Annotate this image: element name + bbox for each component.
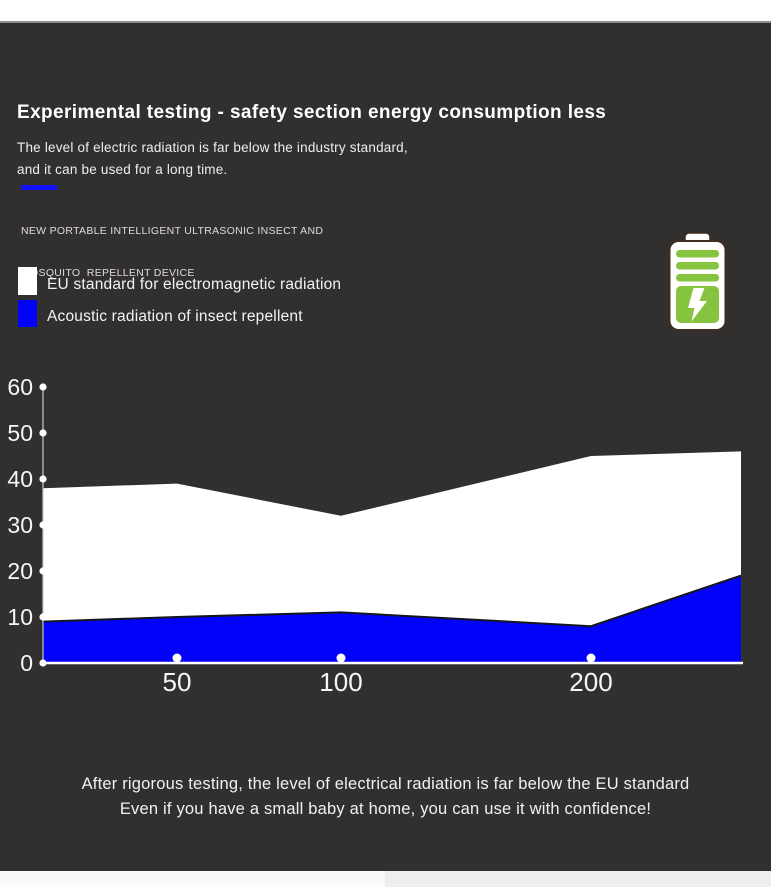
x-tick-dot bbox=[586, 653, 596, 663]
x-axis-label: 100 bbox=[319, 667, 362, 697]
bottom-strip-right bbox=[385, 871, 771, 887]
footer-line-2: Even if you have a small baby at home, y… bbox=[119, 800, 652, 818]
battery-icon bbox=[668, 232, 727, 331]
bottom-strip-left bbox=[0, 871, 385, 887]
legend-label-eu: EU standard for electromagnetic radiatio… bbox=[47, 276, 342, 293]
x-tick-dot bbox=[336, 653, 346, 663]
battery-stripe bbox=[676, 262, 719, 270]
radiation-area-chart: 0 10 20 30 40 50 60 50 100 200 bbox=[7, 374, 743, 697]
legend-swatch-eu bbox=[18, 267, 37, 295]
y-tick-dot bbox=[39, 429, 47, 437]
tagline-line-1: NEW PORTABLE INTELLIGENT ULTRASONIC INSE… bbox=[21, 225, 324, 237]
area-series-1 bbox=[43, 575, 741, 663]
legend-swatch-acoustic-rect bbox=[18, 300, 37, 327]
y-axis-label: 0 bbox=[20, 650, 33, 676]
y-tick-dot bbox=[39, 521, 47, 529]
y-tick-dot bbox=[39, 567, 47, 575]
lightning-bolt-icon bbox=[688, 288, 707, 322]
y-axis-label: 20 bbox=[7, 558, 33, 584]
accent-dash-rect bbox=[21, 185, 57, 190]
y-axis-label: 40 bbox=[7, 466, 33, 492]
subtitle-line-1: The level of electric radiation is far b… bbox=[17, 140, 408, 155]
page-title: Experimental testing - safety section en… bbox=[17, 102, 607, 123]
y-axis-label: 60 bbox=[7, 374, 33, 400]
area-series-0 bbox=[43, 451, 741, 663]
battery-stripe bbox=[676, 274, 719, 282]
y-tick-dot bbox=[39, 475, 47, 483]
legend-swatch-acoustic bbox=[18, 300, 37, 327]
subtitle: The level of electric radiation is far b… bbox=[17, 137, 408, 181]
top-white-strip bbox=[0, 0, 771, 23]
y-axis-label: 10 bbox=[7, 604, 33, 630]
accent-dash bbox=[21, 185, 57, 190]
area-series-1-stroke bbox=[42, 574, 742, 628]
y-axis-label: 30 bbox=[7, 512, 33, 538]
footer-line-1: After rigorous testing, the level of ele… bbox=[81, 775, 690, 793]
x-axis-label: 50 bbox=[163, 667, 192, 697]
y-tick-dot bbox=[39, 613, 47, 621]
y-tick-dot bbox=[39, 383, 47, 391]
y-axis-label: 50 bbox=[7, 420, 33, 446]
legend-label-acoustic: Acoustic radiation of insect repellent bbox=[47, 308, 303, 325]
battery-stripe bbox=[676, 250, 719, 258]
legend-swatch-eu-rect bbox=[18, 267, 37, 295]
x-tick-dot bbox=[172, 653, 182, 663]
x-axis-label: 200 bbox=[569, 667, 612, 697]
subtitle-line-2: and it can be used for a long time. bbox=[17, 162, 228, 177]
